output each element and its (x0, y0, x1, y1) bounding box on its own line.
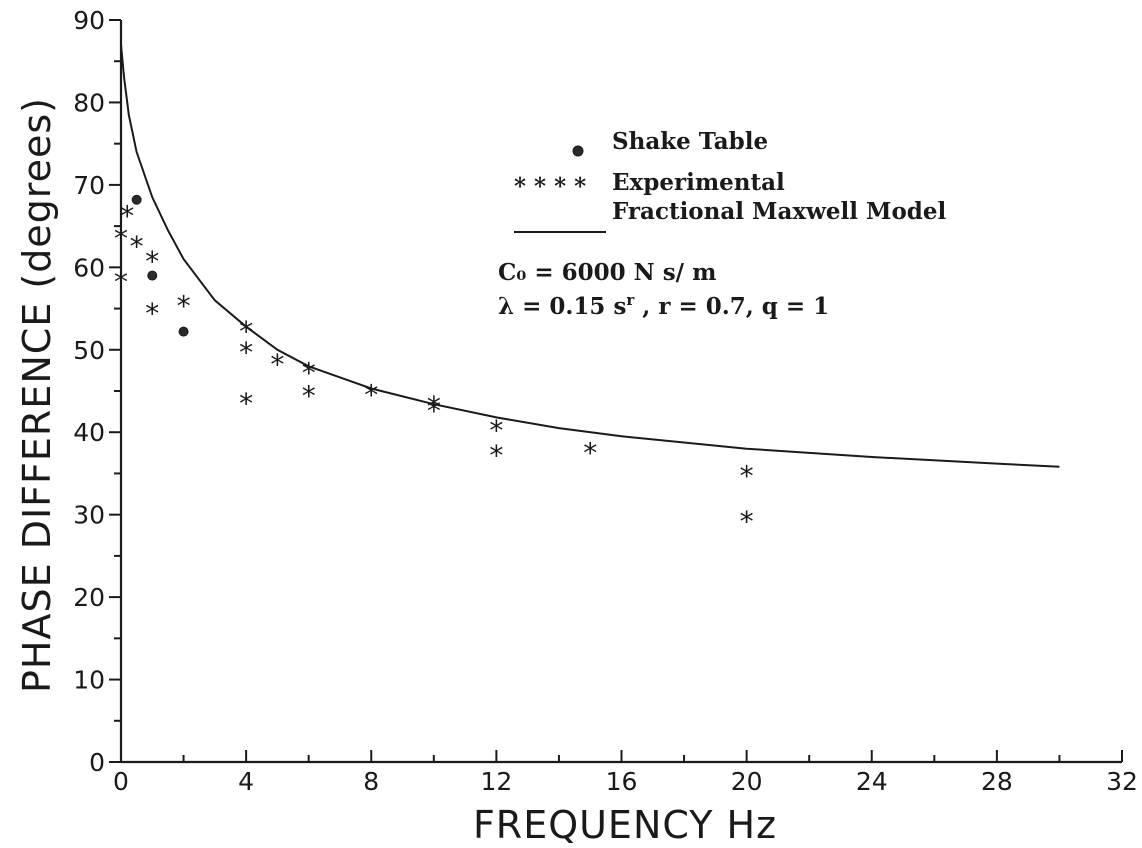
legend-shake-table-marker (572, 145, 584, 157)
y-tick-label: 40 (73, 418, 105, 447)
x-tick-label: 12 (480, 767, 512, 796)
shake-table-point (131, 194, 142, 205)
experimental-point: * (302, 356, 316, 389)
experimental-point: * (489, 439, 503, 472)
experimental-point: * (740, 505, 754, 538)
x-tick-label: 20 (731, 767, 763, 796)
experimental-point: * (145, 245, 159, 278)
legend-experimental-marker: * * * * (514, 173, 586, 200)
experimental-point: * (427, 394, 441, 427)
experimental-point: * (489, 414, 503, 447)
lambda-exponent: r (626, 291, 635, 309)
x-tick-label: 8 (363, 767, 379, 796)
experimental-point: * (239, 315, 253, 348)
experimental-point: * (239, 387, 253, 420)
experimental-point: * (427, 390, 441, 423)
legend-model-label: Fractional Maxwell Model (612, 198, 947, 225)
parameter-annotations: C₀ = 6000 N s/ m λ = 0.15 sr , r = 0.7, … (498, 259, 829, 320)
x-axis-title: FREQUENCY Hz (473, 803, 777, 847)
y-tick-label: 0 (89, 748, 105, 777)
x-tick-label: 24 (856, 767, 888, 796)
lambda-annotation: λ = 0.15 sr , r = 0.7, q = 1 (498, 291, 829, 320)
y-tick-label: 70 (73, 171, 105, 200)
experimental-point: * (114, 266, 128, 299)
legend-experimental-label: Experimental (612, 169, 785, 196)
y-tick-label: 90 (73, 6, 105, 35)
y-tick-label: 10 (73, 666, 105, 695)
x-tick-label: 16 (606, 767, 638, 796)
ticks (109, 19, 1123, 763)
model-curve (120, 44, 1060, 468)
x-tick-label: 28 (981, 767, 1013, 796)
legend-shake-table-label: Shake Table (612, 128, 768, 155)
x-tick-label: 0 (113, 767, 129, 796)
y-tick-label: 60 (73, 253, 105, 282)
experimental-point: * (270, 348, 284, 381)
series-layer: ** **** ***** ** * **** *** (114, 44, 1060, 538)
y-tick-label: 50 (73, 336, 105, 365)
experimental-point: * (364, 379, 378, 412)
experimental-point: * (302, 379, 316, 412)
experimental-point: * (740, 459, 754, 492)
lambda-suffix: , r = 0.7, q = 1 (634, 293, 829, 320)
experimental-point: * (177, 290, 191, 323)
experimental-point: * (145, 297, 159, 330)
shake-table-point (147, 270, 158, 281)
c0-annotation: C₀ = 6000 N s/ m (498, 259, 716, 286)
experimental-point: * (583, 436, 597, 469)
lambda-prefix: λ = 0.15 s (498, 293, 626, 320)
y-axis-title: PHASE DIFFERENCE (degrees) (15, 97, 59, 693)
shake-table-point (178, 326, 189, 337)
y-tick-label: 80 (73, 88, 105, 117)
legend: Shake Table * * * * Experimental Fractio… (514, 128, 947, 233)
y-tick-label: 30 (73, 501, 105, 530)
experimental-point: * (114, 222, 128, 255)
experimental-point: * (239, 336, 253, 369)
experimental-point: * (130, 230, 144, 263)
x-tick-label: 4 (238, 767, 254, 796)
experimental-point: * (120, 200, 134, 233)
y-tick-label: 20 (73, 583, 105, 612)
tick-labels: 0 4 8 12 16 20 24 28 32 0 10 20 30 40 50 60 70 80 90 (73, 6, 1138, 796)
x-tick-label: 32 (1106, 767, 1138, 796)
